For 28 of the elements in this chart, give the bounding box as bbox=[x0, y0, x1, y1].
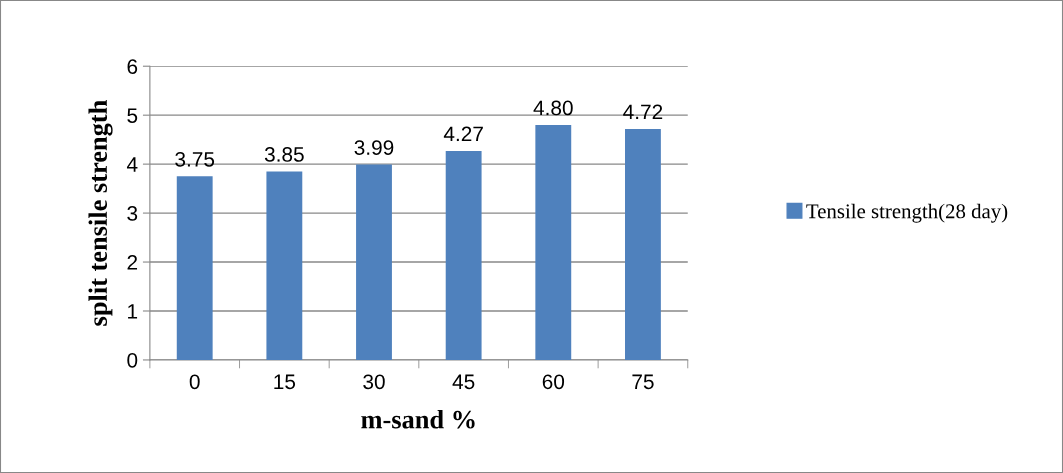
data-label: 3.85 bbox=[264, 147, 304, 162]
data-label: 3.99 bbox=[354, 140, 394, 155]
bar bbox=[625, 128, 661, 360]
y-tick-label: 4 bbox=[126, 157, 138, 172]
legend-label: Tensile strength(28 day) bbox=[806, 203, 1008, 223]
x-axis-title: m-sand % bbox=[361, 409, 475, 429]
y-tick-label: 0 bbox=[127, 352, 138, 368]
y-tick-label: 1 bbox=[128, 304, 138, 319]
bar bbox=[176, 176, 213, 360]
y-axis-title: split tensile strength bbox=[88, 100, 113, 326]
x-tick-label: 60 bbox=[542, 374, 565, 390]
data-label: 3.75 bbox=[175, 151, 215, 167]
bar bbox=[356, 164, 392, 360]
data-label: 4.72 bbox=[623, 104, 663, 119]
data-label: 4.27 bbox=[443, 126, 483, 142]
data-label: 4.80 bbox=[533, 100, 573, 116]
x-tick-label: 15 bbox=[274, 374, 296, 390]
x-tick-label: 30 bbox=[363, 374, 385, 390]
y-tick-label: 3 bbox=[127, 206, 138, 221]
bar bbox=[266, 171, 303, 360]
y-tick-label: 2 bbox=[127, 255, 138, 270]
x-tick-label: 75 bbox=[632, 374, 654, 390]
y-tick-label: 5 bbox=[127, 108, 138, 123]
x-tick-label: 0 bbox=[189, 374, 200, 390]
bar bbox=[535, 124, 572, 360]
x-tick-label: 45 bbox=[452, 374, 475, 390]
y-tick-label: 6 bbox=[127, 59, 138, 74]
bar bbox=[445, 150, 482, 360]
